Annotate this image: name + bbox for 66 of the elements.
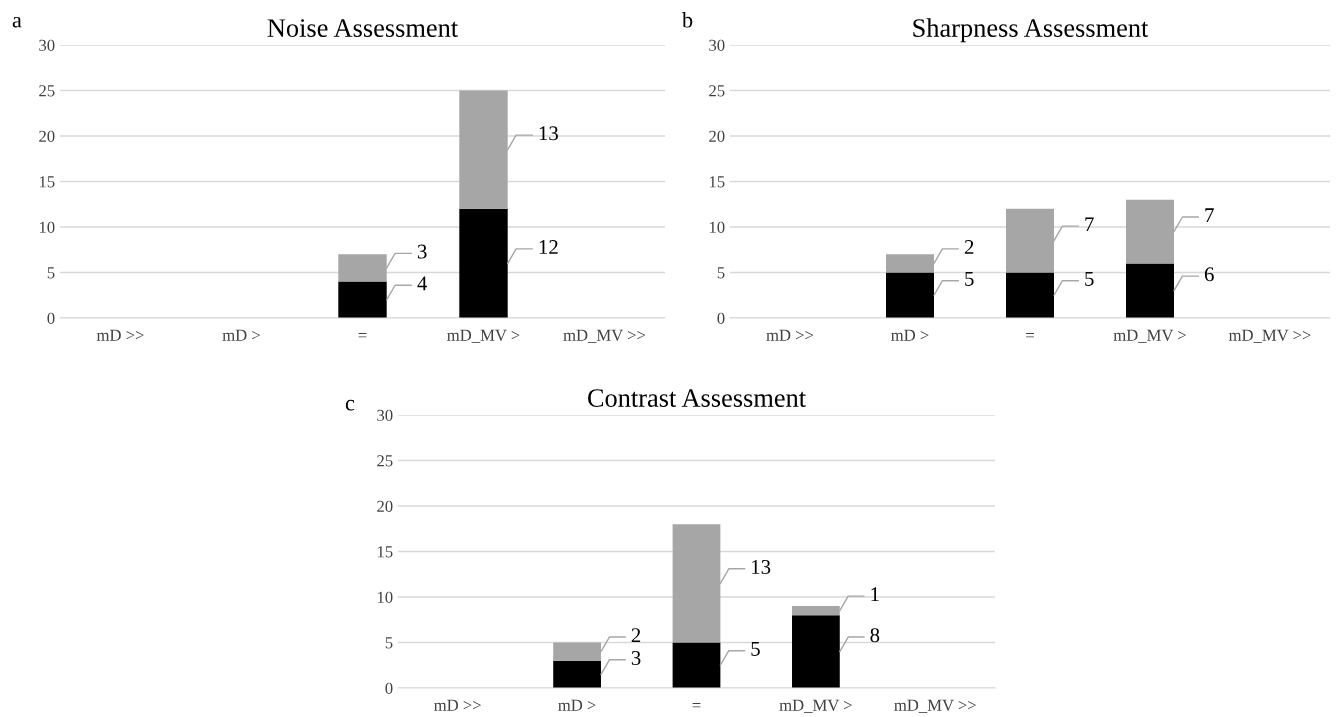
bar (459, 208, 508, 318)
data-label: 13 (752, 560, 771, 574)
x-tick-label: = (358, 333, 367, 338)
x-tick-label: mD_MV >> (1228, 329, 1311, 343)
data-label: 5 (1085, 272, 1094, 286)
data-label: 1 (871, 587, 879, 602)
y-tick-label: 5 (385, 637, 393, 649)
y-tick-label: 25 (377, 455, 393, 467)
data-label: 7 (1085, 217, 1094, 232)
data-label: 6 (1204, 267, 1214, 282)
x-tick-label: mD >> (96, 329, 144, 341)
x-tick-label: mD > (891, 329, 929, 341)
chart-title: Noise Assessment (267, 19, 458, 37)
y-tick-label: 0 (47, 312, 55, 324)
y-tick-label: 15 (709, 176, 725, 188)
bar (886, 272, 934, 318)
y-tick-label: 10 (709, 221, 725, 233)
data-label: 3 (631, 651, 641, 665)
text: a (12, 16, 22, 28)
y-tick-label: 20 (377, 500, 393, 512)
data-label: 2 (964, 240, 974, 254)
y-tick-label: 20 (709, 130, 725, 142)
data-label: 7 (1205, 208, 1214, 222)
x-tick-label: mD >> (766, 329, 814, 341)
y-tick-label: 0 (385, 682, 393, 694)
y-tick-label: 15 (377, 546, 393, 558)
x-tick-label: = (692, 703, 701, 708)
data-label: 4 (417, 276, 428, 291)
x-tick-label: mD > (222, 329, 260, 341)
data-label: 5 (965, 272, 974, 286)
bar (1126, 263, 1174, 318)
data-label: 5 (751, 642, 760, 656)
y-tick-label: 25 (709, 85, 725, 97)
y-tick-label: 5 (47, 267, 55, 279)
data-label: 8 (870, 628, 880, 643)
data-label: 12 (539, 240, 558, 254)
x-tick-label: mD_MV > (447, 329, 520, 343)
x-tick-label: mD_MV > (1113, 329, 1186, 343)
x-tick-label: mD_MV >> (894, 699, 976, 713)
chart-title: Contrast Assessment (587, 389, 806, 407)
y-tick-label: 5 (717, 267, 725, 279)
bar (553, 660, 601, 688)
y-tick-label: 10 (39, 221, 55, 233)
bar (672, 642, 721, 688)
data-label: 13 (539, 126, 558, 141)
text: b (682, 11, 693, 28)
y-tick-label: 30 (377, 409, 393, 421)
y-tick-label: 25 (39, 85, 55, 97)
y-tick-label: 10 (377, 591, 393, 603)
bar (1006, 272, 1054, 318)
data-label: 3 (417, 244, 427, 259)
y-tick-label: 20 (39, 130, 55, 142)
x-tick-label: mD_MV > (779, 699, 852, 713)
y-tick-label: 0 (717, 312, 725, 324)
y-tick-label: 30 (709, 39, 725, 51)
x-tick-label: mD >> (434, 699, 481, 711)
x-tick-label: = (1026, 333, 1034, 338)
bar (792, 615, 840, 688)
bar (338, 281, 387, 318)
y-tick-label: 15 (39, 176, 55, 188)
data-label: 2 (631, 628, 641, 643)
text: c (345, 399, 355, 411)
x-tick-label: mD > (558, 699, 596, 711)
y-tick-label: 30 (39, 39, 55, 51)
x-tick-label: mD_MV >> (563, 329, 646, 343)
chart-title: Sharpness Assessment (913, 18, 1149, 43)
